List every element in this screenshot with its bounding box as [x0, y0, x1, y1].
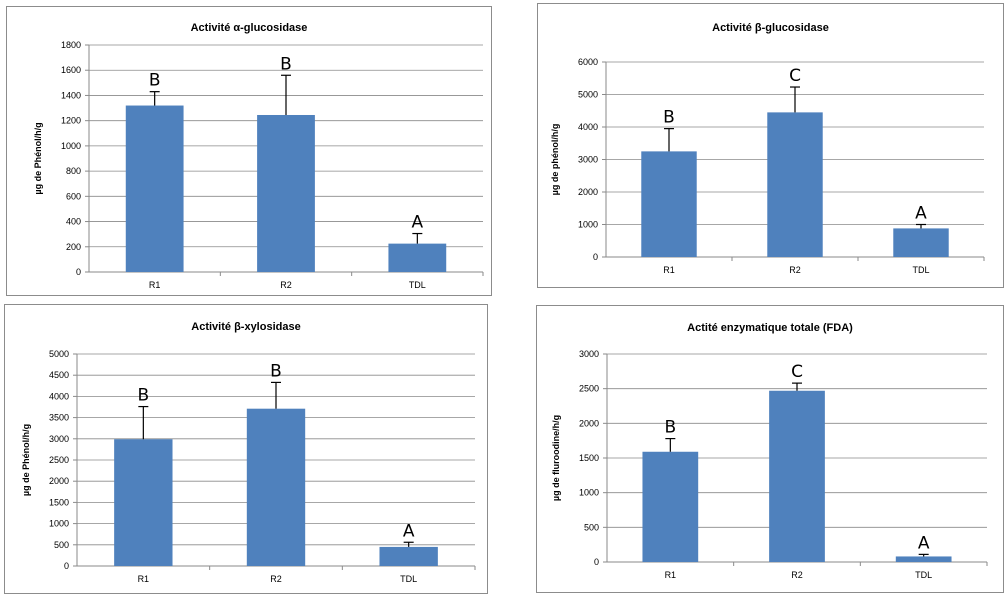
chart-panel-fda: Actité enzymatique totale (FDA) 0 500 1000 1…	[536, 305, 1004, 593]
y-tick-label: 800	[66, 166, 81, 176]
y-tick-label: 0	[76, 267, 81, 277]
y-tick-label: 2000	[578, 187, 598, 197]
x-category-label-r2: R2	[789, 265, 801, 275]
x-category-label-r1: R1	[665, 570, 677, 580]
y-tick-label: 1000	[49, 519, 69, 529]
x-category-label-r1: R1	[138, 574, 150, 584]
chart-title: Activité β-glucosidase	[712, 22, 829, 34]
x-category-label-r2: R2	[280, 280, 292, 290]
y-tick-label: 4000	[578, 122, 598, 132]
y-tick-label: 400	[66, 217, 81, 227]
x-category-label-tdl: TDL	[400, 574, 417, 584]
y-tick-label: 1500	[579, 453, 599, 463]
y-tick-label: 2000	[49, 476, 69, 486]
significance-letter-r2: B	[270, 361, 282, 381]
bar-tdl	[379, 546, 438, 566]
y-axis-label: µg de Phénol/h/g	[21, 424, 31, 496]
significance-letter-tdl: A	[915, 204, 927, 224]
bar-r2	[257, 114, 315, 272]
y-tick-label: 4000	[49, 391, 69, 401]
chart-title: Activité α-glucosidase	[191, 22, 308, 34]
y-tick-label: 0	[594, 557, 599, 567]
x-category-label-r1: R1	[149, 280, 161, 290]
chart-panel-beta-xylosidase: Activité β-xylosidase 0 500 1000 1500 2000 250…	[4, 304, 488, 594]
y-tick-label: 0	[64, 561, 69, 571]
y-tick-label: 1800	[61, 40, 81, 50]
y-tick-label: 2000	[579, 418, 599, 428]
y-tick-label: 1000	[579, 488, 599, 498]
y-tick-label: 500	[54, 540, 69, 550]
chart-title: Actité enzymatique totale (FDA)	[687, 322, 853, 334]
y-tick-label: 1500	[49, 497, 69, 507]
y-tick-label: 200	[66, 242, 81, 252]
chart-svg-beta-xylosidase: Activité β-xylosidase 0 500 1000 1500 2000 250…	[21, 321, 476, 584]
y-tick-label: 5000	[578, 90, 598, 100]
y-tick-label: 3000	[578, 155, 598, 165]
bar-r1	[641, 151, 697, 257]
y-tick-label: 2500	[579, 384, 599, 394]
y-tick-label: 2500	[49, 455, 69, 465]
significance-letter-r2: C	[791, 362, 803, 382]
y-axis-label: µg de fluroodine/h/g	[551, 415, 561, 501]
significance-letter-r2: C	[789, 66, 801, 86]
significance-letter-r1: B	[149, 71, 161, 91]
bar-r2	[767, 112, 823, 257]
significance-letter-tdl: A	[412, 213, 424, 233]
significance-letter-r1: B	[137, 386, 149, 406]
bar-r1	[642, 451, 699, 562]
y-tick-label: 1400	[61, 90, 81, 100]
significance-letter-r1: B	[663, 108, 675, 128]
y-tick-label: 0	[593, 252, 598, 262]
bar-r2	[769, 390, 825, 562]
y-tick-label: 4500	[49, 370, 69, 380]
x-category-label-tdl: TDL	[409, 280, 426, 290]
bar-tdl	[893, 228, 949, 257]
y-tick-label: 6000	[578, 57, 598, 67]
y-tick-label: 3000	[49, 434, 69, 444]
x-category-label-r2: R2	[791, 570, 803, 580]
significance-letter-tdl: A	[403, 521, 415, 541]
chart-panel-beta-glucosidase: Activité β-glucosidase 0 1000 2000 3000 4000 5…	[537, 3, 1004, 288]
y-tick-label: 1000	[61, 141, 81, 151]
bar-r2	[246, 408, 306, 566]
x-category-label-tdl: TDL	[912, 265, 929, 275]
bar-r1	[114, 439, 173, 566]
y-tick-label: 1600	[61, 65, 81, 75]
y-tick-label: 600	[66, 191, 81, 201]
chart-panel-alpha-glucosidase: Activité α-glucosidase 0 200 400 600 800 1000 1…	[6, 6, 492, 296]
significance-letter-r1: B	[664, 418, 676, 438]
chart-title: Activité β-xylosidase	[191, 321, 300, 333]
y-tick-label: 500	[584, 522, 599, 532]
y-axis-label: µg de Phénol/h/g	[33, 122, 43, 194]
y-tick-label: 5000	[49, 349, 69, 359]
y-tick-label: 1200	[61, 116, 81, 126]
significance-letter-tdl: A	[918, 533, 930, 553]
y-tick-label: 3000	[579, 349, 599, 359]
y-axis-label: µg de phénol/h/g	[550, 124, 560, 196]
chart-svg-beta-glucosidase: Activité β-glucosidase 0 1000 2000 3000 4000 5…	[550, 22, 985, 275]
x-category-label-r2: R2	[270, 574, 282, 584]
x-category-label-r1: R1	[663, 265, 675, 275]
y-tick-label: 1000	[578, 220, 598, 230]
x-category-label-tdl: TDL	[915, 570, 932, 580]
chart-svg-fda: Actité enzymatique totale (FDA) 0 500 1000 1…	[551, 322, 988, 580]
bar-r1	[125, 105, 184, 273]
y-tick-label: 3500	[49, 413, 69, 423]
chart-svg-alpha-glucosidase: Activité α-glucosidase 0 200 400 600 800 1000 1…	[33, 22, 484, 290]
bar-tdl	[895, 556, 952, 562]
bar-tdl	[388, 243, 447, 272]
significance-letter-r2: B	[280, 54, 292, 74]
